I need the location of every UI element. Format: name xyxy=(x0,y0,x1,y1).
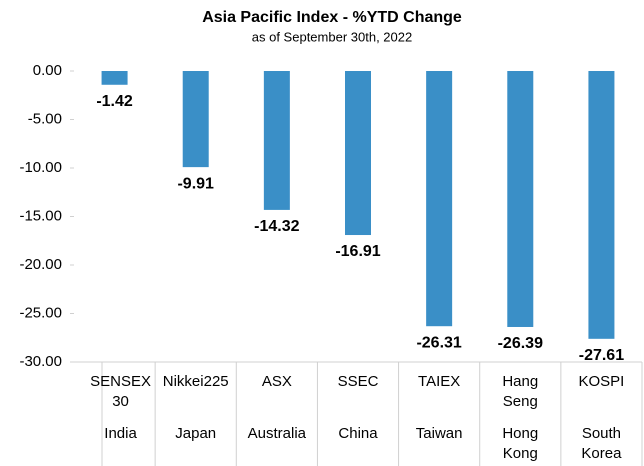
y-tick-label: -15.00 xyxy=(19,207,62,224)
bar xyxy=(263,71,290,210)
y-tick-label: -30.00 xyxy=(19,353,62,370)
x-tick-label: ASX xyxy=(261,373,292,390)
x-tick-label: KOSPI xyxy=(578,373,625,390)
y-tick-label: -25.00 xyxy=(19,304,62,321)
group-label: Hong Kong xyxy=(502,425,539,462)
group-label: South Korea xyxy=(581,425,622,462)
group-label: Australia xyxy=(247,425,307,442)
value-label: -1.42 xyxy=(96,93,133,110)
chart-title: Asia Pacific Index - %YTD Change xyxy=(202,9,462,26)
x-tick-label: TAIEX xyxy=(418,373,461,390)
bar xyxy=(345,71,371,236)
bar xyxy=(588,71,615,339)
group-label: Taiwan xyxy=(415,425,463,442)
group-label: China xyxy=(338,425,378,442)
x-tick-label: Hang Seng xyxy=(502,373,539,410)
bar xyxy=(101,71,128,85)
bar xyxy=(426,71,453,327)
x-tick-label: Nikkei225 xyxy=(162,373,229,390)
x-tick-label: SENSEX 30 xyxy=(90,373,151,410)
value-label: -9.91 xyxy=(177,175,214,192)
bar xyxy=(182,71,209,168)
value-label: -27.61 xyxy=(579,347,624,364)
value-label: -26.31 xyxy=(416,334,461,351)
y-tick-label: -5.00 xyxy=(28,110,62,127)
y-tick-label: 0.00 xyxy=(33,62,62,79)
group-label: Japan xyxy=(175,425,217,442)
x-tick-label: SSEC xyxy=(337,373,379,390)
value-label: -16.91 xyxy=(335,243,380,260)
chart-subtitle: as of September 30th, 2022 xyxy=(252,29,412,44)
value-label: -26.39 xyxy=(498,335,543,352)
bar xyxy=(507,71,534,327)
group-label: India xyxy=(104,425,137,442)
y-tick-label: -20.00 xyxy=(19,256,62,273)
y-tick-label: -10.00 xyxy=(19,159,62,176)
value-label: -14.32 xyxy=(254,218,299,235)
